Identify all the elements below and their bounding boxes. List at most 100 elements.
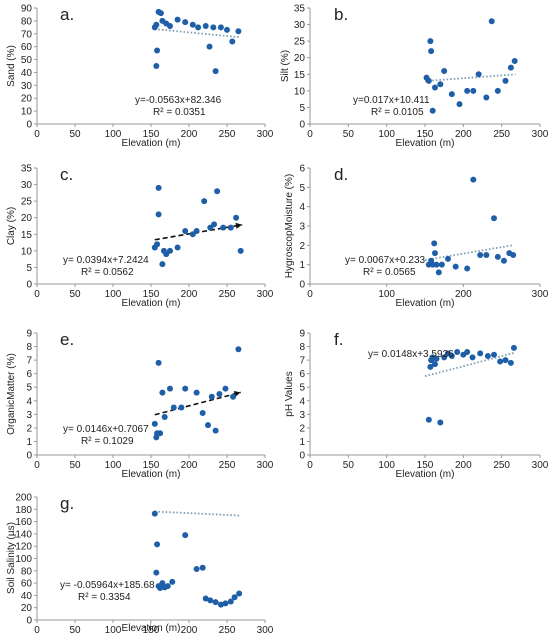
data-point xyxy=(217,24,224,31)
data-point xyxy=(205,422,211,429)
x-tick-label: 250 xyxy=(219,129,236,140)
y-tick-label: 160 xyxy=(15,517,32,528)
data-point xyxy=(153,21,160,28)
panel-label: f. xyxy=(334,330,343,349)
y-tick-label: 7 xyxy=(26,356,32,367)
chart-panel-2: 0 50 100 150 200 250 300 0 5 10 15 20 25 30 35 Elevatio… xyxy=(280,4,549,150)
y-tick-label: 30 xyxy=(21,81,33,92)
y-tick-label: 50 xyxy=(21,55,33,66)
y-tick-label: 80 xyxy=(21,16,33,27)
data-point xyxy=(491,351,497,358)
data-point xyxy=(224,26,230,33)
y-axis-title: Sand (%) xyxy=(6,45,17,87)
x-tick-label: 150 xyxy=(143,129,160,140)
y-tick-label: 25 xyxy=(294,37,306,48)
x-tick-label: 300 xyxy=(257,460,274,471)
y-axis-title: pH Values xyxy=(284,371,295,416)
data-point xyxy=(174,16,181,23)
data-point xyxy=(507,359,514,366)
x-tick-label: 250 xyxy=(493,129,510,140)
y-tick-label: 5 xyxy=(299,103,305,114)
data-point xyxy=(237,247,244,254)
data-point xyxy=(222,385,229,392)
data-point xyxy=(167,23,173,30)
data-point xyxy=(154,541,161,548)
data-point xyxy=(488,18,495,25)
chart-panel-5: 0 50 100 150 200 250 300 0 1 2 3 4 5 6 7 8 9 Elevation (m… xyxy=(6,329,274,481)
data-point xyxy=(477,252,484,258)
data-point xyxy=(431,84,438,91)
data-point xyxy=(189,21,196,28)
y-tick-label: 3 xyxy=(299,222,305,233)
y-tick-label: 200 xyxy=(15,493,32,504)
data-point xyxy=(483,252,490,258)
x-tick-label: 50 xyxy=(343,460,355,471)
data-point xyxy=(195,24,202,31)
data-point xyxy=(431,240,438,247)
panel-label: g. xyxy=(60,494,74,513)
data-point xyxy=(169,578,176,585)
y-tick-label: 0 xyxy=(26,451,32,462)
data-point xyxy=(155,359,162,366)
x-tick-label: 150 xyxy=(143,460,160,471)
x-tick-label: 0 xyxy=(34,460,40,471)
data-point xyxy=(233,214,240,221)
x-axis-title: Elevation (m) xyxy=(122,469,181,480)
data-point xyxy=(199,564,206,571)
data-point xyxy=(464,87,471,94)
y-tick-label: 1 xyxy=(299,437,305,448)
x-tick-label: 50 xyxy=(69,289,81,300)
y-tick-label: 6 xyxy=(299,164,305,175)
data-point xyxy=(475,71,482,78)
data-point xyxy=(510,252,517,258)
data-point xyxy=(174,244,181,251)
r-squared-label: R² = 0.1029 xyxy=(81,436,134,447)
data-point xyxy=(155,211,162,218)
data-point xyxy=(433,355,440,362)
y-tick-label: 80 xyxy=(21,566,33,577)
data-point xyxy=(207,597,214,604)
data-point xyxy=(511,58,518,65)
y-tick-label: 8 xyxy=(299,342,305,353)
y-tick-label: 0 xyxy=(26,616,32,627)
trend-equation: y= 0.0148x+3.5926 xyxy=(368,349,454,360)
x-axis-title: Elevation (m) xyxy=(122,298,181,309)
y-tick-label: 35 xyxy=(294,4,306,15)
r-squared-label: R² = 0.3354 xyxy=(78,592,131,603)
panel-label: a. xyxy=(60,5,74,24)
data-point xyxy=(437,81,444,88)
x-tick-label: 200 xyxy=(455,129,472,140)
r-squared-label: R² = 0.0565 xyxy=(363,267,416,278)
data-point xyxy=(494,253,501,260)
x-tick-label: 150 xyxy=(417,129,434,140)
data-point xyxy=(435,269,442,276)
y-tick-label: 5 xyxy=(26,263,32,274)
data-point xyxy=(206,43,213,50)
y-tick-label: 10 xyxy=(21,107,33,118)
data-point xyxy=(448,353,455,360)
y-tick-label: 40 xyxy=(21,591,33,602)
y-tick-label: 0 xyxy=(299,280,305,291)
y-tick-label: 4 xyxy=(299,202,305,213)
data-point xyxy=(193,389,200,396)
data-point xyxy=(441,67,448,74)
data-point xyxy=(208,393,215,400)
x-tick-label: 300 xyxy=(532,129,549,140)
panel-label: b. xyxy=(334,5,348,24)
x-tick-label: 250 xyxy=(219,289,236,300)
data-point xyxy=(464,348,471,355)
data-point xyxy=(161,414,168,421)
y-tick-label: 4 xyxy=(26,396,32,407)
r-squared-label: R² = 0.0105 xyxy=(371,107,424,118)
y-tick-label: 60 xyxy=(21,579,33,590)
data-point xyxy=(456,101,463,108)
y-tick-label: 2 xyxy=(299,423,305,434)
data-point xyxy=(157,10,164,17)
y-tick-label: 70 xyxy=(21,29,33,40)
y-tick-label: 15 xyxy=(294,70,306,81)
data-point xyxy=(159,389,166,396)
x-tick-label: 250 xyxy=(493,460,510,471)
y-tick-label: 2 xyxy=(299,241,305,252)
x-axis-title: Elevation (m) xyxy=(396,298,455,309)
y-tick-label: 9 xyxy=(26,329,32,340)
